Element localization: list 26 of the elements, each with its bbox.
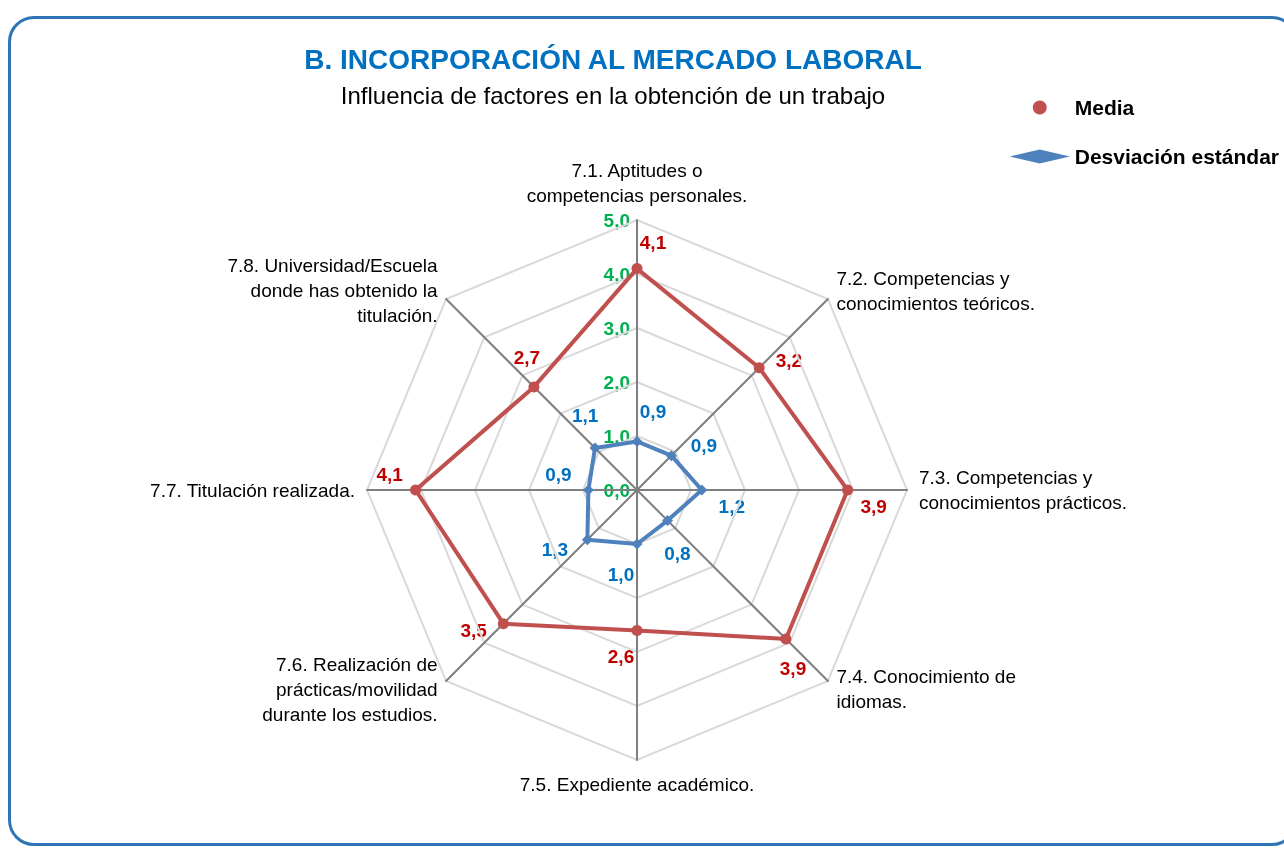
chart-title: B. INCORPORACIÓN AL MERCADO LABORAL: [304, 43, 922, 75]
data-label: 4,1: [376, 463, 404, 485]
data-label: 3,9: [860, 495, 887, 517]
legend-label: Desviación estándar: [1074, 145, 1280, 168]
data-label: 0,9: [690, 435, 718, 457]
chart-subtitle: Influencia de factores en la obtención de un trabajo: [340, 81, 886, 109]
data-label: 4,1: [639, 232, 667, 254]
data-label: 2,6: [607, 645, 635, 667]
spoke-label: 7.3. Competencias y conocimientos prácticos.: [919, 467, 1128, 513]
spoke-label: 7.5. Expediente académico.: [519, 774, 755, 795]
spoke-label: 7.1. Aptitudes o competencias personales.: [526, 160, 748, 206]
data-label: 1,1: [571, 404, 599, 426]
data-label: 0,9: [639, 400, 667, 422]
spoke-label: 7.7. Titulación realizada.: [150, 479, 355, 501]
spoke-label: 7.2. Competencias y conocimientos teóricos.: [836, 267, 1035, 314]
data-label: 3,9: [779, 658, 807, 680]
spoke-label: 7.8. Universidad/Escuela donde has obtenido la titulación.: [227, 255, 439, 327]
data-label: 1,3: [541, 539, 569, 561]
data-label: 0,8: [664, 542, 691, 564]
legend-label: Media: [1074, 96, 1135, 119]
data-label: 3,2: [775, 350, 803, 372]
spoke-label: 7.6. Realización de prácticas/movilidad durante los estudios.: [262, 653, 438, 725]
data-label: 3,5: [460, 620, 488, 642]
spoke-label: 7.4. Conocimiento de idiomas.: [836, 666, 1016, 713]
data-label: 2,7: [513, 346, 541, 368]
data-label: 0,9: [545, 463, 572, 485]
